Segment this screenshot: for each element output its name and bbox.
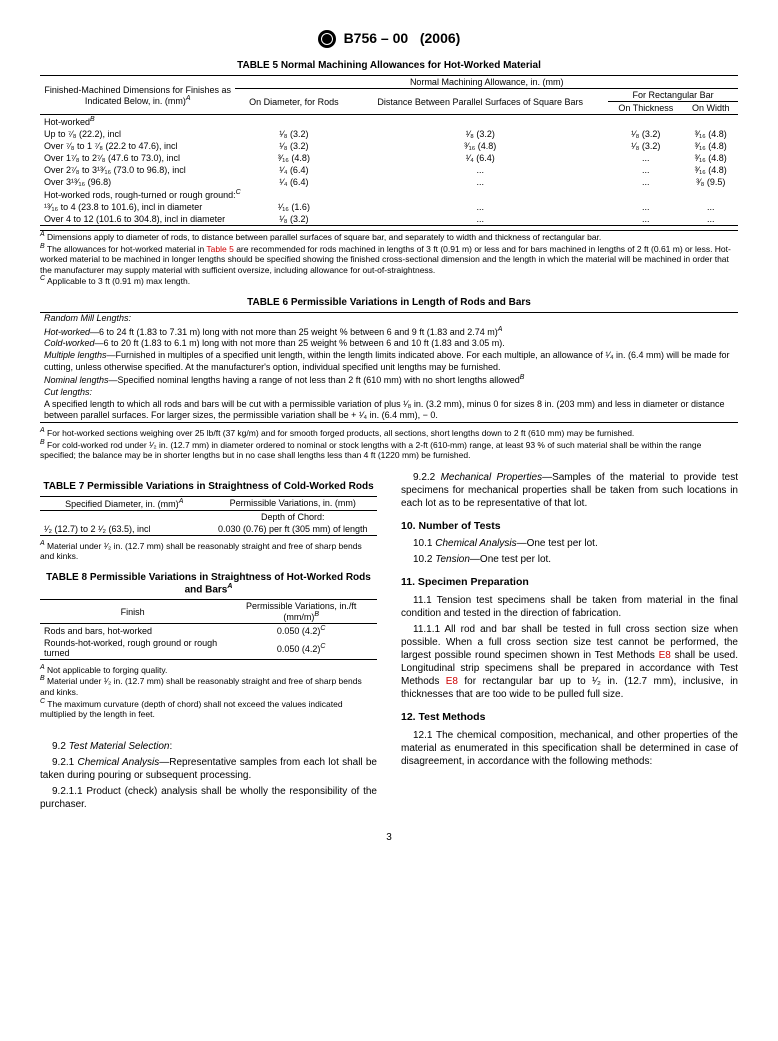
right-body: 9.2.2 Mechanical Properties—Samples of t…: [401, 471, 738, 814]
table8-title: TABLE 8 Permissible Variations in Straig…: [40, 572, 377, 595]
sup-a2: A: [498, 326, 503, 333]
t5-col-width: On Width: [683, 102, 738, 115]
t5-head-left: Finished-Machined Dimensions for Finishe…: [44, 85, 231, 106]
t5-head-span: Normal Machining Allowance, in. (mm): [235, 76, 738, 89]
sup-a4: A: [227, 583, 232, 590]
table6-title: TABLE 6 Permissible Variations in Length…: [40, 297, 738, 308]
t6-footnotes: A For hot-worked sections weighing over …: [40, 427, 738, 461]
s922n: 9.2.2: [413, 472, 441, 483]
s102b: —One test per lot.: [470, 554, 551, 565]
s921n: 9.2.1: [52, 757, 77, 768]
t7-h1: Specified Diameter, in. (mm): [65, 499, 179, 509]
t8-fn-b: Material under ¹⁄₂ in. (12.7 mm) shall b…: [40, 676, 362, 697]
t6-cl-t: A specified length to which all rods and…: [40, 399, 738, 423]
t7-sub: Depth of Chord:: [209, 510, 378, 523]
s9211: 9.2.1.1 Product (check) analysis shall b…: [40, 785, 377, 811]
t6-cw-t: —6 to 20 ft (1.83 to 6.1 m) long with no…: [95, 338, 505, 348]
t5-col-dist: Distance Between Parallel Surfaces of Sq…: [352, 89, 608, 115]
s102t: Tension: [435, 554, 470, 565]
table8: Finish Permissible Variations, in./ft (m…: [40, 599, 377, 660]
t5-fn-c: Applicable to 3 ft (0.91 m) max length.: [45, 276, 190, 286]
sup-b: B: [90, 116, 95, 123]
t6-fn-a: For hot-worked sections weighing over 25…: [45, 428, 635, 438]
t6-cw-l: Cold-worked: [44, 338, 95, 348]
t6-nl-t: —Specified nominal lengths having a rang…: [109, 375, 520, 385]
table7-title: TABLE 7 Permissible Variations in Straig…: [40, 481, 377, 492]
astm-logo: [318, 30, 336, 48]
t5-fn-a: Dimensions apply to diameter of rods, to…: [45, 232, 602, 242]
t5-col-rect: For Rectangular Bar: [608, 89, 738, 102]
sup-a: A: [186, 95, 191, 102]
t7-fn-a: Material under ¹⁄₂ in. (12.7 mm) shall b…: [40, 540, 362, 561]
s101b: —One test per lot.: [517, 538, 598, 549]
t7-rv: 0.030 (0.76) per ft (305 mm) of length: [209, 523, 378, 536]
t5-col-thick: On Thickness: [608, 102, 683, 115]
s102n: 10.2: [413, 554, 435, 565]
left-body: 9.2 Test Material Selection: 9.2.1 Chemi…: [40, 740, 377, 811]
t8-h2: Permissible Variations, in./ft (mm/m): [246, 601, 356, 622]
s92t: Test Material Selection: [69, 741, 170, 752]
t8-fn-c: The maximum curvature (depth of chord) s…: [40, 698, 343, 719]
t6-rml: Random Mill Lengths:: [40, 312, 738, 324]
designation: B756 – 00: [344, 30, 409, 46]
t6-nl-l: Nominal lengths: [44, 375, 109, 385]
t5-group2: Hot-worked rods, rough-turned or rough g…: [44, 190, 236, 200]
sup-a3: A: [179, 498, 184, 505]
year: (2006): [420, 30, 460, 46]
s101n: 10.1: [413, 538, 435, 549]
sup-c: C: [236, 189, 241, 196]
table6: Random Mill Lengths: Hot-worked—6 to 24 …: [40, 312, 738, 423]
link-e8a[interactable]: E8: [659, 650, 671, 661]
t7-rl: ¹⁄₂ (12.7) to 2 ¹⁄₂ (63.5), incl: [40, 523, 209, 536]
t8-footnotes: A Not applicable to forging quality. B M…: [40, 664, 377, 720]
t8-t: TABLE 8 Permissible Variations in Straig…: [46, 572, 371, 595]
table5-title: TABLE 5 Normal Machining Allowances for …: [40, 60, 738, 71]
sup-b3: B: [314, 611, 319, 618]
h12: 12. Test Methods: [401, 711, 738, 725]
s101t: Chemical Analysis: [435, 538, 516, 549]
s111: 11.1 Tension test specimens shall be tak…: [401, 594, 738, 620]
s921t: Chemical Analysis: [77, 757, 159, 768]
h10: 10. Number of Tests: [401, 520, 738, 534]
t5-footnotes: A Dimensions apply to diameter of rods, …: [40, 230, 738, 287]
t6-hw-t: —6 to 24 ft (1.83 to 7.31 m) long with n…: [90, 327, 498, 337]
table7: Specified Diameter, in. (mm)A Permissibl…: [40, 496, 377, 536]
t6-cl: Cut lengths:: [40, 387, 738, 399]
doc-header: B756 – 00 (2006): [40, 30, 738, 48]
t6-fn-b: For cold-worked rod under ¹⁄₂ in. (12.7 …: [40, 439, 701, 460]
t8-fn-a: Not applicable to forging quality.: [45, 665, 168, 675]
sup-b2: B: [520, 374, 525, 381]
s92n: 9.2: [52, 741, 69, 752]
table5: Finished-Machined Dimensions for Finishe…: [40, 75, 738, 226]
s922t: Mechanical Properties: [441, 472, 542, 483]
s121: 12.1 The chemical composition, mechanica…: [401, 729, 738, 768]
t5-link[interactable]: Table 5: [206, 244, 233, 254]
link-e8b[interactable]: E8: [446, 676, 458, 687]
t7-h2: Permissible Variations, in. (mm): [209, 496, 378, 510]
t6-ml-l: Multiple lengths: [44, 350, 107, 360]
h11: 11. Specimen Preparation: [401, 576, 738, 590]
t7-footnotes: A Material under ¹⁄₂ in. (12.7 mm) shall…: [40, 540, 377, 562]
t5-col-diam: On Diameter, for Rods: [235, 89, 352, 115]
t6-ml-t: —Furnished in multiples of a specified u…: [44, 350, 730, 372]
page-number: 3: [40, 832, 738, 843]
t5-group1: Hot-worked: [44, 117, 90, 127]
t6-hw-l: Hot-worked: [44, 327, 90, 337]
t5-fn-b1: The allowances for hot-worked material i…: [45, 244, 207, 254]
t8-h1: Finish: [40, 600, 225, 624]
